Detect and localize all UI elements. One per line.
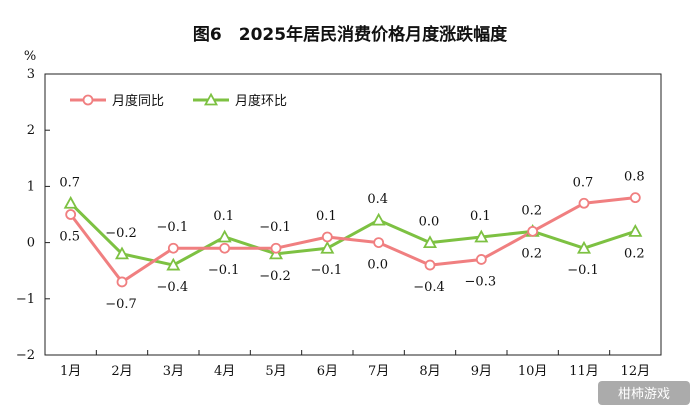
legend-label: 月度环比 [235, 93, 287, 109]
mom-data-label: −0.4 [157, 280, 189, 295]
yoy-data-label: 0.7 [573, 175, 594, 190]
chart-title: 图6 2025年居民消费价格月度涨跌幅度 [193, 24, 508, 45]
yoy-data-label: 0.0 [367, 258, 388, 273]
x-axis: 1月 2月 3月 4月 5月 6月 7月 8月 9月 10月 11月 12月 [60, 350, 650, 379]
yoy-data-point [65, 209, 77, 220]
mom-data-point [320, 240, 335, 254]
mom-data-point [166, 257, 181, 271]
y-tick-label: −2 [16, 348, 35, 363]
x-tick-label: 10月 [518, 364, 548, 379]
mom-data-point [576, 240, 592, 254]
mom-data-label: 0.2 [521, 246, 542, 261]
yoy-data-label: 0.2 [521, 203, 542, 218]
yoy-data-label: −0.3 [465, 274, 497, 289]
yoy-data-point [475, 254, 487, 265]
mom-data-label: −0.1 [567, 263, 599, 278]
x-tick-label: 4月 [214, 364, 235, 379]
mom-data-label: 0.0 [419, 215, 440, 230]
mom-data-label: −0.2 [105, 226, 137, 241]
legend-label: 月度同比 [112, 93, 164, 109]
legend: 月度同比 月度环比 [70, 92, 287, 109]
mom-data-label: 0.2 [624, 246, 645, 261]
mom-data-label: 0.4 [367, 192, 388, 207]
yoy-data-label: −0.1 [259, 220, 291, 235]
yoy-data-label: 0.5 [59, 230, 80, 245]
yoy-data-point [116, 276, 128, 288]
mom-data-point [422, 235, 438, 249]
x-tick-label: 6月 [317, 364, 338, 379]
mom-data-label: −0.2 [259, 269, 291, 284]
yoy-data-point [373, 237, 385, 249]
yoy-data-point [321, 231, 333, 243]
mom-data-point [628, 223, 643, 237]
yoy-data-label: −0.4 [413, 280, 445, 295]
yoy-data-label: −0.7 [105, 297, 137, 312]
x-tick-label: 5月 [265, 364, 286, 379]
x-tick-label: 11月 [569, 364, 599, 379]
x-tick-label: 2月 [111, 364, 132, 379]
mom-data-point [63, 195, 78, 209]
y-axis-unit: % [24, 49, 36, 64]
x-tick-label: 8月 [419, 364, 440, 379]
x-tick-label: 7月 [368, 364, 389, 379]
yoy-data-point [578, 197, 590, 209]
legend-swatch-marker [82, 94, 94, 106]
x-tick-label: 12月 [621, 364, 651, 379]
legend-swatch-marker [203, 92, 219, 106]
yoy-data-label: 0.1 [316, 209, 337, 224]
y-tick-label: 2 [27, 123, 35, 138]
mom-data-point [114, 246, 130, 260]
y-tick-label: 0 [27, 236, 35, 251]
mom-data-label: 0.1 [213, 209, 234, 224]
yoy-data-label: 0.8 [624, 170, 645, 185]
series-markers [63, 192, 643, 288]
x-tick-label: 1月 [60, 364, 81, 379]
x-tick-label: 3月 [163, 364, 184, 379]
y-tick-label: 3 [27, 67, 35, 82]
yoy-data-point [527, 225, 539, 237]
yoy-series-line [69, 196, 636, 284]
mom-data-point [217, 229, 232, 243]
mom-data-label: 0.1 [470, 209, 491, 224]
mom-data-point [371, 212, 386, 226]
yoy-data-point [424, 259, 436, 271]
y-axis: 3 2 1 0 −1 −2 [16, 67, 50, 363]
data-labels: 0.5 0.7 −0.7 −0.2 −0.1 −0.4 −0.1 0.1 −0.1 −0.2 0.1… [59, 170, 644, 312]
plot-frame [44, 73, 662, 356]
series-lines [69, 196, 636, 284]
yoy-data-point [629, 192, 641, 204]
y-tick-label: −1 [16, 292, 35, 307]
yoy-data-point [167, 242, 179, 254]
mom-series-line [69, 202, 636, 267]
mom-data-label: −0.1 [311, 263, 343, 278]
y-tick-label: 1 [27, 179, 35, 194]
mom-data-point [474, 229, 489, 243]
yoy-data-point [270, 242, 282, 254]
mom-data-label: 0.7 [59, 175, 80, 190]
watermark: 柑柿游戏 [598, 381, 690, 405]
yoy-data-label: −0.1 [157, 220, 189, 235]
watermark-text: 柑柿游戏 [618, 386, 670, 402]
x-tick-label: 9月 [471, 364, 492, 379]
yoy-data-label: −0.1 [208, 263, 240, 278]
yoy-data-point [219, 242, 231, 254]
